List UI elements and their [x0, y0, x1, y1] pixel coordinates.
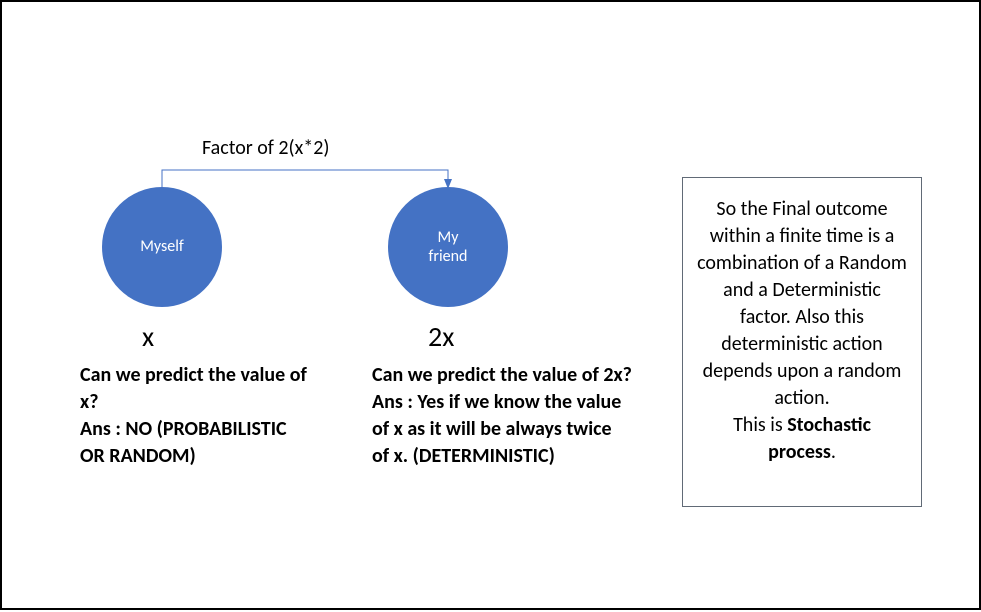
side-box-body: So the Final outcome within a finite tim… [697, 197, 907, 410]
node-friend: Myfriend [388, 187, 508, 307]
edge-label-factor: Factor of 2(x*2) [202, 136, 329, 160]
question-left: Can we predict the value of x?Ans : NO (… [80, 362, 310, 470]
node-friend-under-label: 2x [428, 319, 454, 354]
node-myself-label: Myself [140, 237, 184, 256]
side-explanation-box: So the Final outcome within a finite tim… [682, 177, 922, 507]
side-box-prefix: This is [733, 413, 787, 437]
diagram-canvas: Factor of 2(x*2) Myself x Myfriend 2x Ca… [0, 0, 981, 610]
question-right: Can we predict the value of 2x?Ans : Yes… [372, 362, 632, 470]
side-box-suffix: . [831, 440, 836, 464]
node-friend-label: Myfriend [429, 228, 468, 266]
node-myself-under-label: x [142, 319, 154, 354]
node-myself: Myself [102, 187, 222, 307]
